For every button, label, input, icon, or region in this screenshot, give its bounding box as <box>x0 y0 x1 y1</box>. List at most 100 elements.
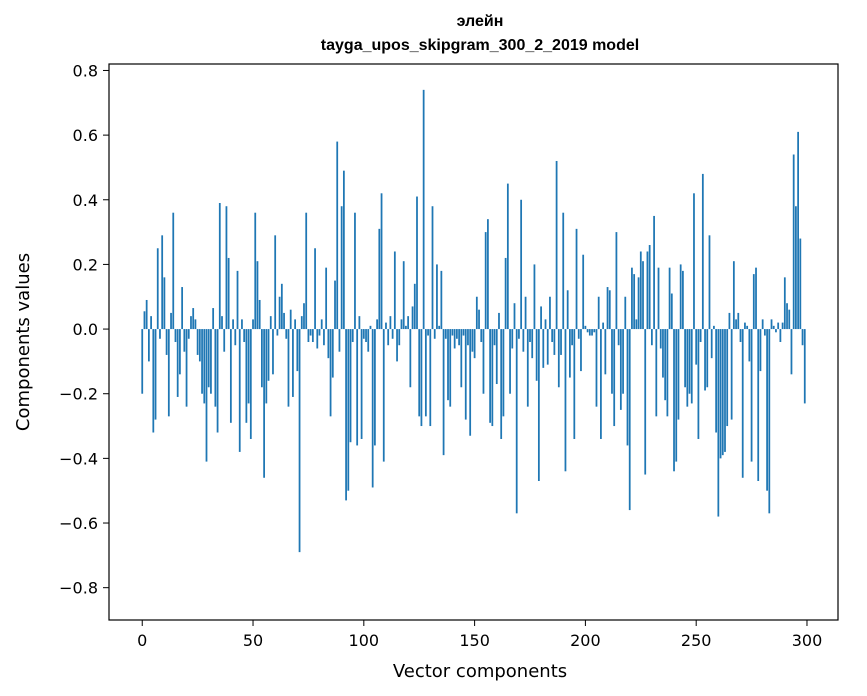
bar-component-13 <box>170 312 172 330</box>
bar-component-143 <box>458 329 460 346</box>
bar-component-28 <box>203 329 206 404</box>
bar-component-289 <box>781 322 784 330</box>
bar-component-296 <box>797 131 799 330</box>
bar-component-204 <box>593 329 596 333</box>
bar-component-40 <box>229 329 232 423</box>
bar-component-129 <box>427 329 429 336</box>
bar-component-58 <box>269 316 272 330</box>
bar-component-161 <box>498 312 500 330</box>
bar-component-269 <box>737 312 740 330</box>
bar-component-190 <box>562 212 565 330</box>
bar-component-215 <box>617 329 620 346</box>
bar-component-183 <box>546 329 549 365</box>
bar-component-39 <box>227 257 230 330</box>
bar-component-248 <box>690 329 693 404</box>
bar-component-277 <box>755 267 757 330</box>
bar-component-224 <box>637 277 640 330</box>
bar-component-24 <box>194 319 197 330</box>
x-axis-label: Vector components <box>393 661 567 682</box>
bar-component-281 <box>763 329 766 336</box>
bar-component-1 <box>143 311 146 330</box>
bar-component-32 <box>212 308 215 330</box>
bar-component-106 <box>376 319 378 330</box>
bar-component-111 <box>387 329 390 346</box>
bar-component-221 <box>631 267 633 330</box>
bar-component-232 <box>655 329 658 417</box>
bar-component-217 <box>622 329 624 394</box>
x-tick-label: 200 <box>570 631 601 650</box>
bar-component-54 <box>261 329 263 388</box>
bar-component-200 <box>584 325 587 330</box>
bar-component-115 <box>396 329 398 362</box>
bar-component-14 <box>172 212 175 330</box>
bar-component-218 <box>624 296 627 330</box>
bar-component-292 <box>788 309 791 330</box>
bar-component-175 <box>529 329 531 342</box>
bar-component-245 <box>684 329 686 388</box>
bar-component-179 <box>537 329 540 481</box>
bar-component-119 <box>405 325 407 330</box>
bar-component-10 <box>163 277 166 330</box>
bar-component-284 <box>770 319 773 330</box>
bar-component-79 <box>316 329 319 349</box>
bar-component-88 <box>336 141 339 330</box>
bar-component-165 <box>506 183 509 330</box>
bar-component-3 <box>148 329 150 362</box>
bar-component-234 <box>659 329 662 349</box>
bar-component-241 <box>675 329 678 462</box>
bar-component-291 <box>786 303 788 330</box>
bar-component-30 <box>207 329 210 388</box>
bar-component-156 <box>487 219 489 330</box>
bar-component-159 <box>493 329 496 346</box>
bar-component-71 <box>298 329 301 553</box>
y-tick-label: −0.2 <box>59 385 98 404</box>
bar-component-0 <box>141 329 144 394</box>
bar-component-9 <box>161 235 164 330</box>
bar-component-206 <box>597 296 600 330</box>
bar-component-260 <box>717 329 720 517</box>
bar-component-127 <box>422 89 425 330</box>
bar-component-195 <box>573 329 576 439</box>
bar-component-84 <box>327 329 330 359</box>
bar-component-2 <box>145 299 148 330</box>
bar-component-11 <box>165 329 168 355</box>
bar-component-135 <box>440 270 443 330</box>
bar-component-298 <box>801 329 804 346</box>
bar-component-103 <box>369 325 372 330</box>
bar-component-170 <box>518 329 520 339</box>
bar-component-25 <box>196 329 199 355</box>
bar-component-5 <box>152 329 155 433</box>
bar-component-176 <box>531 329 534 359</box>
bar-component-294 <box>792 154 795 330</box>
bar-component-149 <box>471 329 474 352</box>
bar-component-85 <box>329 329 332 417</box>
bar-component-138 <box>447 329 449 401</box>
bar-component-36 <box>221 316 223 330</box>
bar-component-6 <box>154 329 157 420</box>
bar-component-87 <box>334 280 336 330</box>
bar-component-118 <box>402 261 405 330</box>
bar-component-282 <box>766 329 768 491</box>
bar-component-182 <box>544 319 547 330</box>
bar-component-212 <box>611 329 613 394</box>
bar-component-17 <box>179 329 181 375</box>
bar-component-254 <box>704 329 706 391</box>
bar-component-19 <box>183 329 186 352</box>
bar-component-268 <box>735 319 737 330</box>
bar-component-125 <box>418 329 421 417</box>
bar-component-154 <box>482 329 485 394</box>
x-tick-label: 100 <box>349 631 380 650</box>
bar-component-104 <box>371 329 374 488</box>
bar-component-18 <box>181 287 184 330</box>
bar-component-26 <box>198 329 201 362</box>
bar-component-43 <box>236 270 239 330</box>
bar-component-184 <box>549 296 551 330</box>
bar-component-116 <box>398 329 401 346</box>
bar-component-8 <box>159 329 161 339</box>
chart-title-line-1: элейн <box>457 13 504 30</box>
bar-component-145 <box>462 329 465 336</box>
bar-component-205 <box>595 329 598 407</box>
bar-component-169 <box>515 329 518 514</box>
bar-component-65 <box>285 329 288 339</box>
bar-component-283 <box>768 329 771 514</box>
